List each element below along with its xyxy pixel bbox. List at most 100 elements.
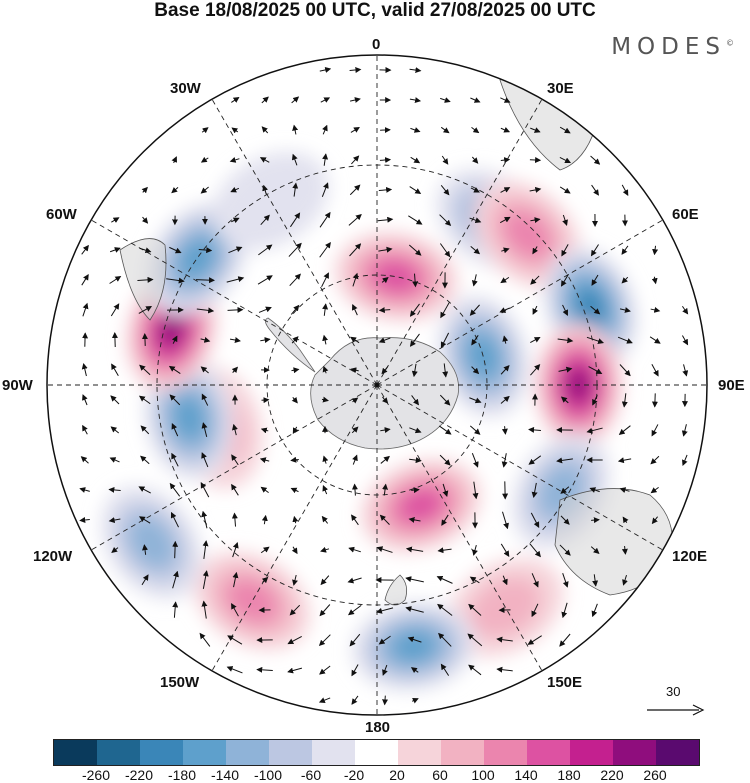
wind-vector — [349, 66, 362, 73]
wind-vector — [321, 515, 329, 524]
wind-vector — [200, 156, 209, 163]
wind-vector — [471, 127, 480, 134]
wind-vector — [260, 337, 271, 344]
wind-vector — [592, 395, 598, 406]
wind-vector — [382, 396, 389, 404]
wind-vector — [322, 124, 328, 135]
wind-vector — [201, 393, 209, 406]
wind-vector — [261, 514, 268, 525]
wind-vector — [82, 394, 88, 406]
colorbar-swatch — [398, 740, 441, 765]
wind-vector — [470, 187, 480, 193]
wind-vector — [292, 124, 299, 135]
wind-vector — [588, 366, 603, 374]
wind-vector — [530, 364, 541, 376]
wind-vector — [651, 364, 659, 377]
wind-vector — [287, 667, 303, 674]
anomaly-contour — [173, 396, 205, 440]
wind-vector — [291, 153, 298, 166]
wind-vector — [110, 426, 120, 434]
wind-vector — [231, 127, 239, 134]
wind-vector — [590, 244, 599, 257]
wind-vector — [351, 664, 359, 677]
colorbar-tick-label: -100 — [253, 767, 283, 783]
wind-vector — [409, 427, 422, 434]
wind-vector — [409, 97, 422, 103]
wind-vector — [231, 217, 240, 224]
wind-vector — [111, 546, 119, 553]
colorbar-tick-label: 140 — [514, 767, 538, 783]
wind-vector — [319, 211, 331, 228]
wind-vector — [318, 697, 331, 703]
wind-vector — [378, 246, 393, 253]
wind-vector — [321, 272, 329, 288]
wind-vector — [557, 337, 574, 344]
wind-vector — [501, 453, 508, 468]
wind-vector — [319, 665, 331, 675]
wind-vector — [556, 457, 573, 464]
wind-vector — [440, 302, 450, 319]
wind-vector — [442, 363, 449, 378]
lon-label-180: 180 — [365, 719, 391, 736]
wind-vector — [110, 395, 120, 405]
wind-vector — [202, 540, 209, 559]
wind-vector — [410, 156, 421, 164]
wind-vector — [405, 606, 424, 613]
vector-reference-label: 30 — [666, 684, 681, 699]
wind-vector — [289, 212, 301, 228]
wind-vector — [530, 512, 540, 528]
map-title: Base 18/08/2025 00 UTC, valid 27/08/2025… — [154, 0, 596, 21]
wind-vector — [561, 244, 569, 257]
wind-vector — [138, 395, 151, 405]
wind-vector — [231, 366, 239, 374]
wind-vector — [229, 156, 240, 163]
wind-vector — [618, 425, 631, 435]
brand-name: MODES — [611, 34, 726, 60]
wind-vector — [472, 544, 478, 556]
wind-vector — [561, 602, 568, 619]
wind-vector — [260, 546, 270, 554]
wind-vector — [111, 363, 119, 377]
wind-vector — [619, 307, 631, 313]
wind-vector — [319, 604, 331, 617]
wind-vector — [349, 633, 361, 647]
wind-vector — [201, 600, 208, 619]
wind-vector — [322, 153, 329, 166]
wind-vector — [261, 96, 269, 104]
lon-label-60e: 60E — [672, 206, 699, 223]
wind-vector — [437, 603, 453, 616]
wind-vector — [622, 574, 628, 586]
anomaly-field — [101, 151, 638, 691]
wind-vector — [349, 97, 361, 103]
wind-vector — [559, 633, 571, 647]
wind-vector — [232, 423, 238, 436]
wind-vector — [171, 422, 179, 437]
anomaly-contour — [374, 261, 418, 293]
wind-vector — [382, 664, 388, 676]
wind-vector — [652, 245, 659, 256]
wind-vector — [411, 363, 418, 378]
colorbar-swatch — [269, 740, 312, 765]
wind-vector — [351, 483, 358, 496]
anomaly-contour — [399, 489, 442, 522]
wind-vector — [322, 365, 329, 374]
wind-vector — [322, 455, 329, 464]
wind-vector — [82, 424, 88, 435]
wind-vector — [441, 514, 449, 526]
wind-vector — [348, 213, 362, 226]
wind-vector — [260, 214, 270, 225]
wind-vector — [471, 274, 478, 287]
lon-label-60w: 60W — [46, 206, 77, 223]
wind-vector — [442, 483, 449, 498]
wind-vector — [469, 304, 480, 316]
wind-vector — [196, 307, 215, 314]
anomaly-contour — [179, 239, 215, 279]
lon-label-30w: 30W — [170, 80, 201, 97]
wind-vector — [379, 514, 390, 525]
lon-label-120e: 120E — [672, 548, 708, 565]
wind-vector — [258, 306, 272, 313]
wind-vector — [231, 602, 239, 617]
wind-vector — [110, 303, 120, 317]
wind-vector — [351, 426, 359, 434]
wind-vector — [499, 216, 511, 224]
